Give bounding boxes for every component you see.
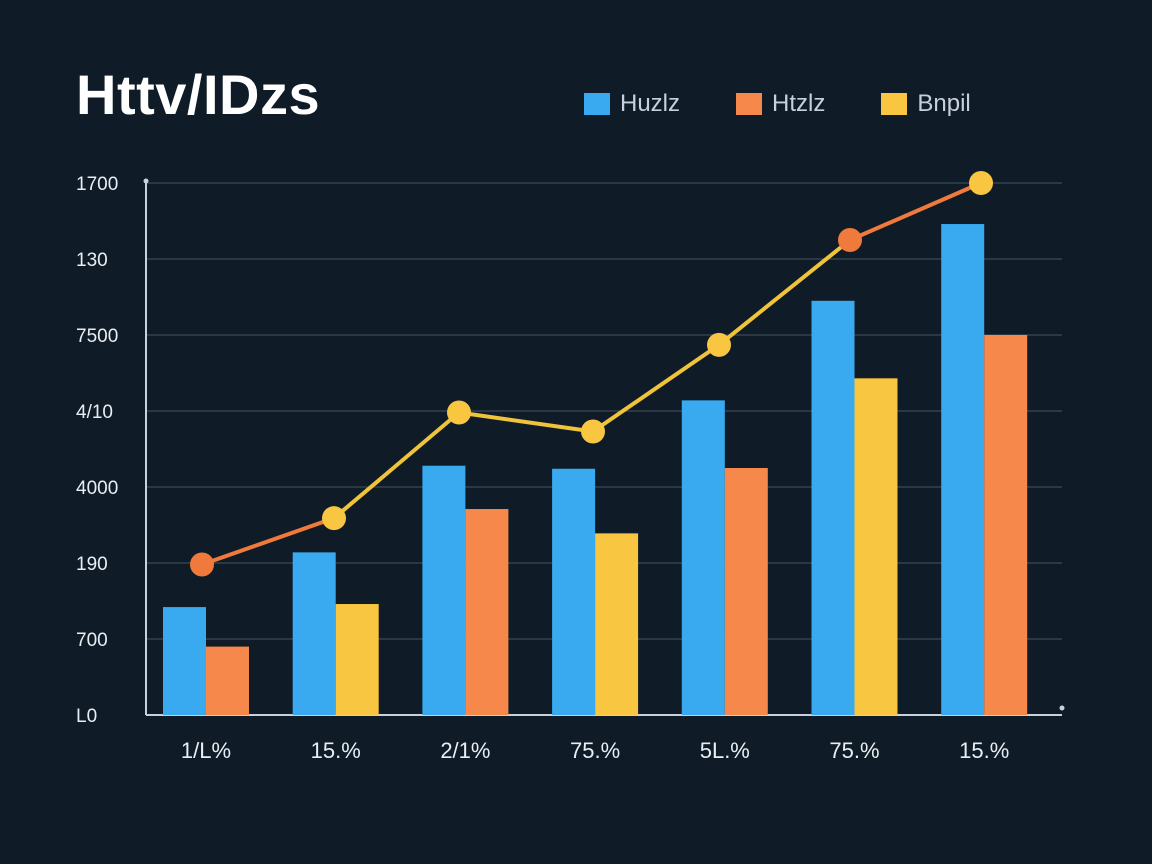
trend-line-segment xyxy=(848,181,983,242)
trend-point xyxy=(190,552,214,577)
y-axis-end-dot xyxy=(143,178,149,184)
bar-bnpil xyxy=(335,604,379,715)
bar-htzlz xyxy=(724,468,768,715)
bar-huzlz xyxy=(163,607,206,715)
x-tick-label: 5L.% xyxy=(700,738,750,763)
trend-line-segment xyxy=(332,410,461,521)
x-tick-label: 15.% xyxy=(311,738,361,763)
legend: Huzlz Htzlz Bnpil xyxy=(584,90,971,118)
legend-label-series-3: Bnpil xyxy=(917,90,971,117)
legend-item-series-1: Huzlz xyxy=(584,90,680,118)
bar-huzlz xyxy=(422,465,466,715)
bar-huzlz xyxy=(941,224,985,716)
y-tick-label: 130 xyxy=(76,250,108,271)
trend-point xyxy=(838,228,862,252)
y-tick-label: 1700 xyxy=(76,174,118,195)
y-tick-label: 7500 xyxy=(76,326,118,347)
trend-line-segment xyxy=(591,342,721,434)
trend-line-segment xyxy=(457,410,595,434)
bar-huzlz xyxy=(811,300,855,715)
bar-huzlz xyxy=(681,400,725,715)
legend-swatch-series-2 xyxy=(736,93,763,115)
trend-point xyxy=(969,171,993,195)
trend-point xyxy=(707,332,731,357)
x-axis-end-dot xyxy=(1059,705,1065,711)
y-tick-label: 4000 xyxy=(76,478,118,499)
bar-htzlz xyxy=(465,509,509,715)
x-tick-label: 15.% xyxy=(959,738,1009,763)
bar-huzlz xyxy=(552,468,596,715)
legend-label-series-2: Htzlz xyxy=(772,90,826,117)
bar-bnpil xyxy=(854,378,898,715)
y-tick-label: L0 xyxy=(76,706,97,727)
x-tick-label: 1/L% xyxy=(181,738,231,763)
trend-point xyxy=(447,400,471,425)
trend-line-segment xyxy=(717,238,852,347)
bar-htzlz xyxy=(206,646,249,715)
chart-title: Httv/IDzs xyxy=(76,63,321,126)
trend-point xyxy=(322,506,346,531)
bar-htzlz xyxy=(984,335,1028,715)
x-tick-label: 75.% xyxy=(570,738,620,763)
legend-item-series-3: Bnpil xyxy=(881,90,971,118)
legend-swatch-series-3 xyxy=(881,93,908,115)
trend-line-segment xyxy=(200,516,336,567)
legend-label-series-1: Huzlz xyxy=(620,90,681,117)
y-tick-label: 700 xyxy=(76,630,108,651)
legend-item-series-2: Htzlz xyxy=(736,90,825,118)
trend-point xyxy=(581,419,605,444)
x-tick-label: 2/1% xyxy=(440,738,490,763)
y-tick-label: 190 xyxy=(76,554,108,575)
bar-huzlz xyxy=(292,552,336,715)
legend-swatch-series-1 xyxy=(584,93,610,115)
x-tick-label: 75.% xyxy=(829,738,879,763)
y-tick-label: 4/10 xyxy=(76,402,113,423)
bar-bnpil xyxy=(595,533,639,715)
